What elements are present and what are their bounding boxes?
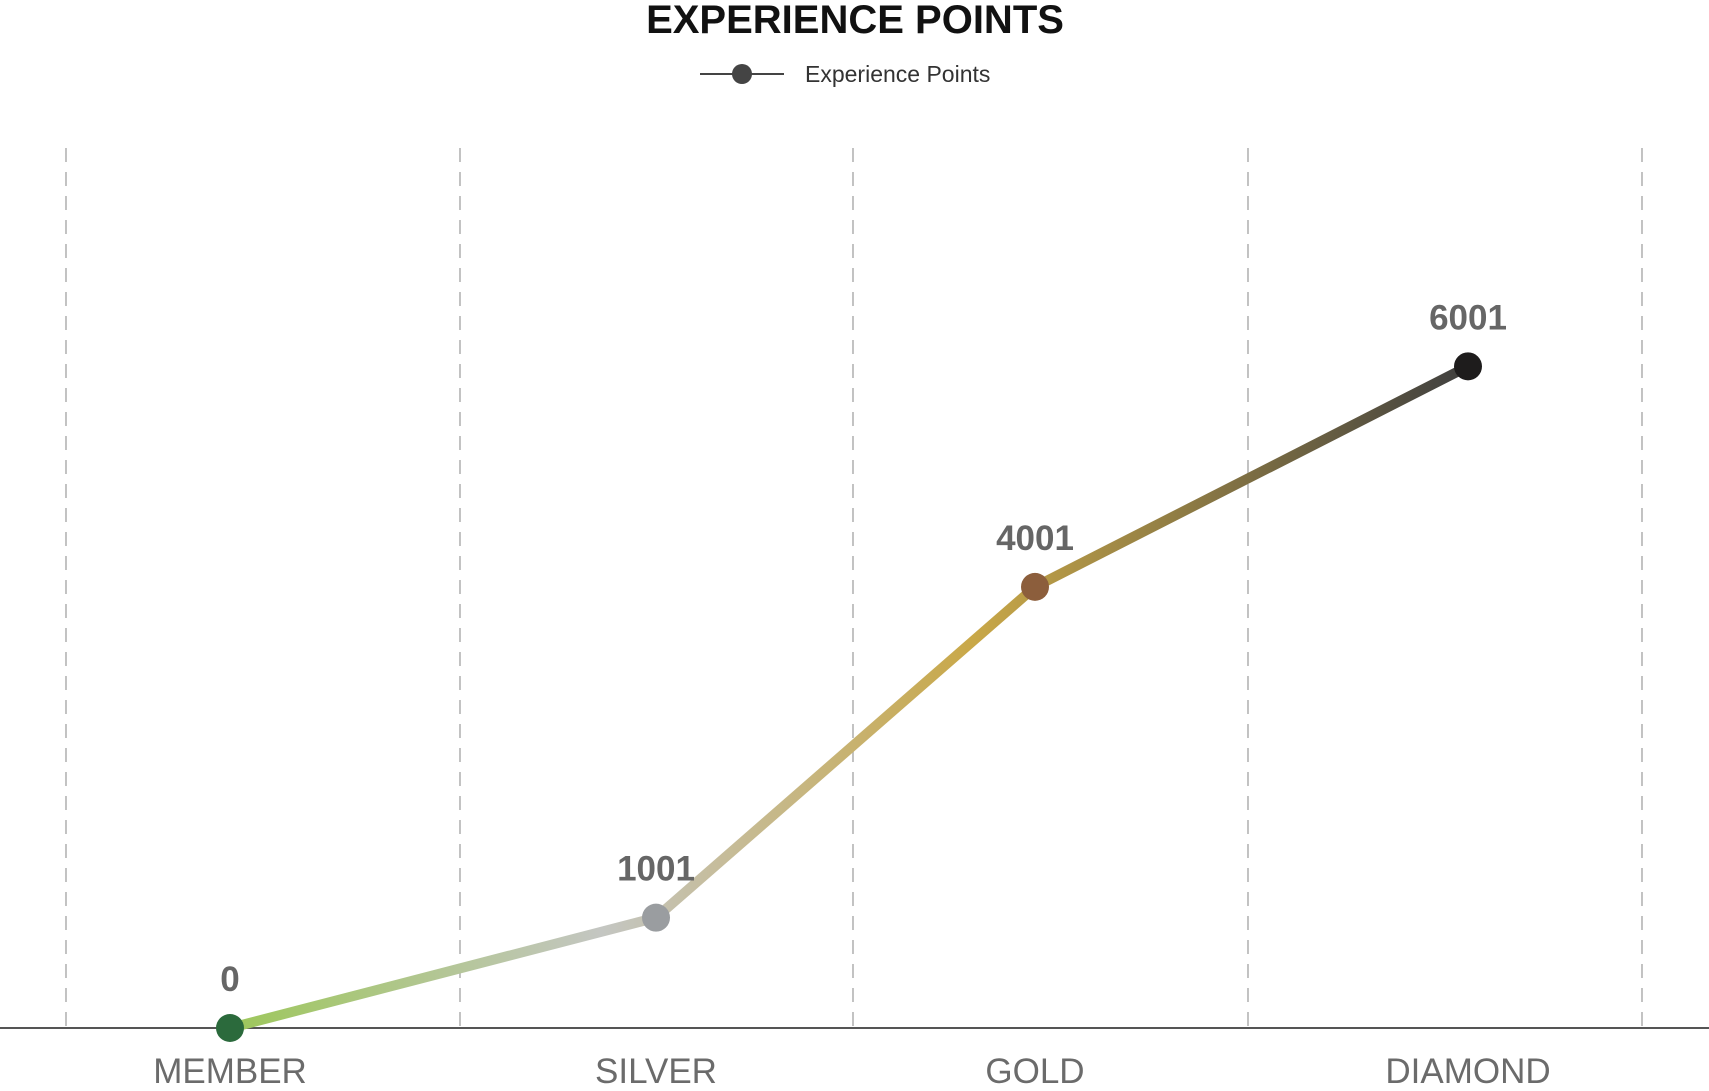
x-tick-labels: MEMBER SILVER GOLD DIAMOND: [153, 1052, 1550, 1091]
data-point-silver: [642, 903, 670, 932]
series-line: [225, 361, 1473, 1033]
data-points: [216, 352, 1482, 1042]
series-segment-1: [225, 912, 661, 1033]
data-point-member: [216, 1014, 244, 1042]
x-tick-label-diamond: DIAMOND: [1385, 1052, 1550, 1091]
chart-title: EXPERIENCE POINTS: [646, 0, 1064, 42]
series-segment-3: [1030, 361, 1473, 592]
data-point-gold: [1021, 572, 1049, 601]
series-segment-2: [651, 581, 1040, 923]
data-label-silver: 1001: [617, 850, 695, 889]
data-labels: 0 1001 4001 6001: [220, 298, 1507, 999]
legend-marker: [732, 64, 752, 84]
legend: Experience Points: [700, 61, 990, 87]
data-label-gold: 4001: [996, 519, 1074, 558]
x-tick-label-gold: GOLD: [985, 1052, 1084, 1091]
data-label-member: 0: [220, 960, 239, 999]
legend-label: Experience Points: [805, 61, 990, 87]
x-tick-label-silver: SILVER: [595, 1052, 717, 1091]
data-label-diamond: 6001: [1429, 298, 1507, 337]
x-tick-label-member: MEMBER: [153, 1052, 307, 1091]
data-point-diamond: [1454, 352, 1482, 381]
grid: [65, 148, 1643, 1028]
